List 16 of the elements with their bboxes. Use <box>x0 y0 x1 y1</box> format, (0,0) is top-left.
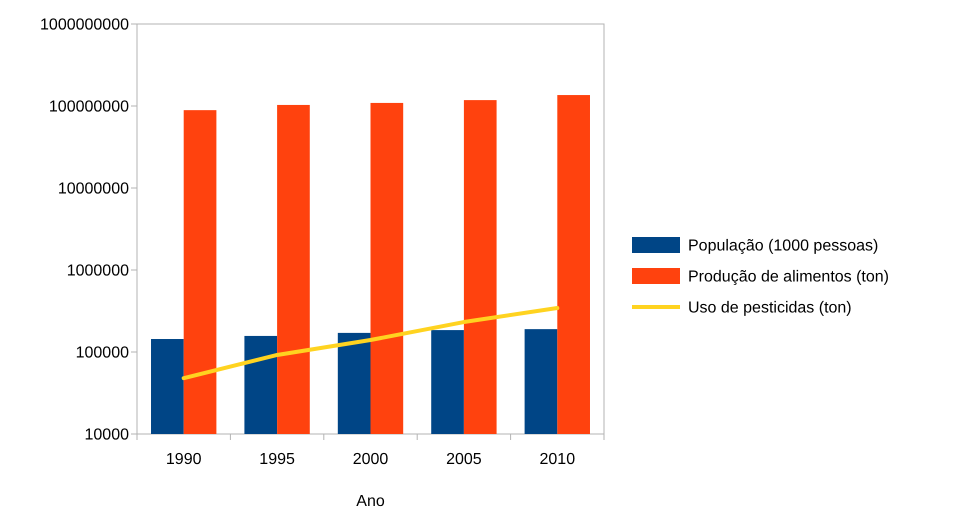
x-tick-label: 2010 <box>540 451 576 468</box>
y-tick-label: 10000000 <box>58 180 130 198</box>
legend-label: Produção de alimentos (ton) <box>688 268 889 286</box>
x-tick-label: 1990 <box>166 451 202 468</box>
legend-label: População (1000 pessoas) <box>688 238 878 255</box>
line-series <box>182 306 560 380</box>
y-tick-label: 10000 <box>84 426 130 444</box>
x-tick-label: 1995 <box>259 451 295 468</box>
y-tick-label: 1000000 <box>66 262 130 280</box>
y-tick-label: 1000000000 <box>40 16 130 34</box>
y-tick-label: 100000 <box>76 344 130 362</box>
x-tick-label: 2005 <box>446 451 482 468</box>
x-axis-title: Ano <box>356 493 385 510</box>
y-tick-label: 100000000 <box>48 98 130 116</box>
legend-label: Uso de pesticidas (ton) <box>688 300 852 317</box>
x-tick-label: 2000 <box>352 451 388 468</box>
